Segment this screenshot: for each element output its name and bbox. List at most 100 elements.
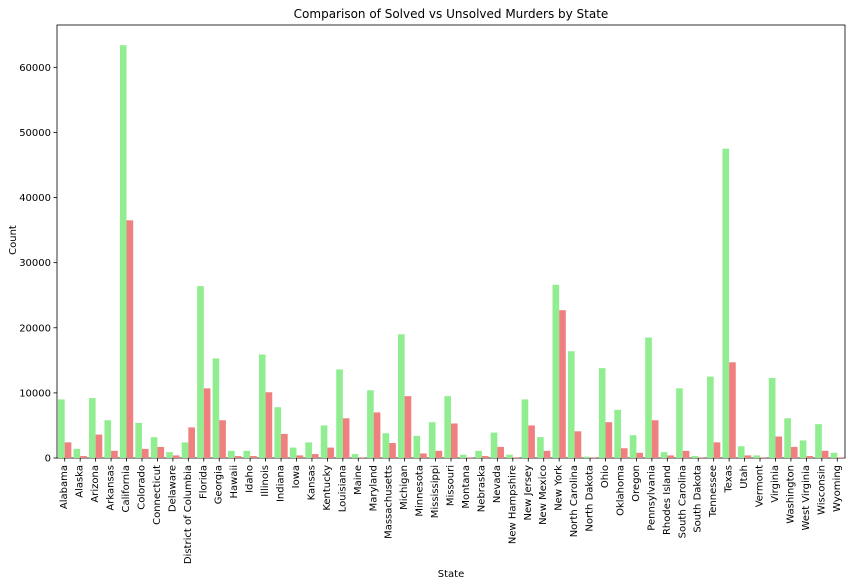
x-tick-label: Arizona	[90, 465, 101, 503]
bar-solved	[367, 390, 374, 458]
bar-solved	[815, 424, 822, 458]
bar-unsolved	[265, 392, 273, 458]
bar-solved	[707, 376, 714, 458]
y-axis-label: Count	[8, 225, 19, 255]
bar-solved	[150, 437, 158, 458]
bar-solved	[351, 454, 359, 458]
x-tick-label: Iowa	[291, 465, 302, 488]
bar-unsolved	[111, 450, 118, 458]
bar-solved	[135, 422, 142, 458]
bar-unsolved	[358, 457, 365, 458]
bar-unsolved	[219, 420, 226, 458]
bar-unsolved	[806, 456, 814, 458]
bar-unsolved	[311, 454, 319, 458]
bar-unsolved	[481, 456, 489, 458]
bar-solved	[58, 399, 65, 458]
bar-unsolved	[682, 450, 690, 458]
x-tick-label: New Jersey	[523, 465, 534, 521]
bar-unsolved	[342, 418, 350, 458]
x-tick-label: Missouri	[446, 465, 457, 506]
x-tick-label: Virginia	[770, 465, 781, 503]
bar-unsolved	[389, 443, 396, 458]
bar-solved	[552, 284, 560, 458]
x-tick-label: Kansas	[306, 465, 317, 500]
x-tick-label: Oregon	[631, 465, 642, 502]
x-tick-label: Vermont	[755, 465, 766, 507]
bar-solved	[753, 455, 761, 458]
x-tick-label: West Virginia	[801, 465, 812, 530]
x-tick-label: Louisiana	[337, 465, 348, 512]
x-tick-label: South Carolina	[677, 465, 688, 538]
bar-unsolved	[590, 457, 597, 458]
bar-unsolved	[744, 455, 752, 458]
bar-solved	[166, 452, 173, 458]
bar-solved	[660, 452, 668, 458]
bar-unsolved	[250, 456, 257, 458]
bar-unsolved	[95, 434, 103, 458]
x-tick-label: Alabama	[59, 465, 70, 509]
bar-solved	[73, 448, 81, 458]
x-tick-label: South Dakota	[693, 465, 704, 533]
bar-unsolved	[543, 450, 551, 458]
x-tick-label: Massachusetts	[384, 465, 395, 539]
x-axis: Alabama Alaska Arizona Arkansas California Co…	[59, 458, 843, 564]
bar-solved	[768, 377, 776, 458]
bar-solved	[212, 358, 220, 458]
x-tick-label: Maine	[353, 465, 364, 495]
bar-unsolved	[605, 422, 613, 458]
bar-solved	[784, 418, 791, 458]
bar-solved	[567, 351, 575, 458]
bar-solved	[428, 422, 436, 458]
x-tick-label: Pennsylvania	[646, 465, 657, 531]
bar-unsolved	[80, 456, 87, 458]
bar-solved	[88, 398, 96, 458]
bar-unsolved	[296, 455, 304, 458]
bar-unsolved	[420, 453, 427, 458]
x-tick-label: Florida	[198, 465, 209, 499]
x-tick-label: Mississippi	[430, 465, 441, 518]
bar-unsolved	[451, 423, 458, 458]
x-tick-label: North Dakota	[585, 465, 596, 532]
x-tick-label: Texas	[724, 465, 735, 494]
bar-solved	[799, 440, 807, 458]
bar-solved	[645, 337, 652, 458]
bar-solved	[119, 45, 127, 459]
x-tick-label: Minnesota	[415, 465, 426, 517]
plot-area	[56, 24, 846, 459]
bar-unsolved	[821, 450, 829, 458]
x-tick-label: Idaho	[245, 465, 256, 493]
bar-unsolved	[497, 446, 504, 458]
x-tick-label: Alaska	[75, 465, 86, 498]
bar-unsolved	[203, 388, 211, 458]
bar-unsolved	[281, 433, 288, 458]
bar-unsolved	[172, 455, 180, 458]
bar-unsolved	[713, 442, 721, 458]
x-tick-label: Colorado	[136, 465, 147, 510]
bar-solved	[490, 432, 498, 458]
bar-solved	[521, 399, 529, 458]
x-tick-label: Georgia	[214, 465, 225, 504]
bar-unsolved	[729, 362, 736, 458]
bar-solved	[243, 450, 251, 458]
bar-unsolved	[157, 446, 165, 458]
bar-solved	[629, 435, 637, 458]
bar-solved	[830, 452, 838, 458]
x-tick-label: Washington	[785, 465, 796, 524]
x-tick-label: Wyoming	[832, 465, 843, 512]
bar-solved	[537, 437, 544, 458]
bar-unsolved	[620, 448, 628, 458]
bar-solved	[305, 442, 312, 458]
x-tick-label: New Hampshire	[507, 465, 518, 544]
bar-solved	[398, 334, 405, 458]
x-tick-label: Kentucky	[322, 465, 333, 511]
bar-unsolved	[126, 220, 134, 458]
x-tick-label: North Carolina	[569, 465, 580, 537]
x-tick-label: Nevada	[492, 465, 503, 503]
bar-solved	[598, 368, 606, 458]
bar-solved	[413, 435, 421, 458]
bar-unsolved	[141, 448, 149, 458]
bar-solved	[104, 420, 112, 458]
x-tick-label: Wisconsin	[816, 465, 827, 515]
x-tick-label: District of Columbia	[183, 465, 194, 564]
bar-solved	[444, 396, 451, 458]
